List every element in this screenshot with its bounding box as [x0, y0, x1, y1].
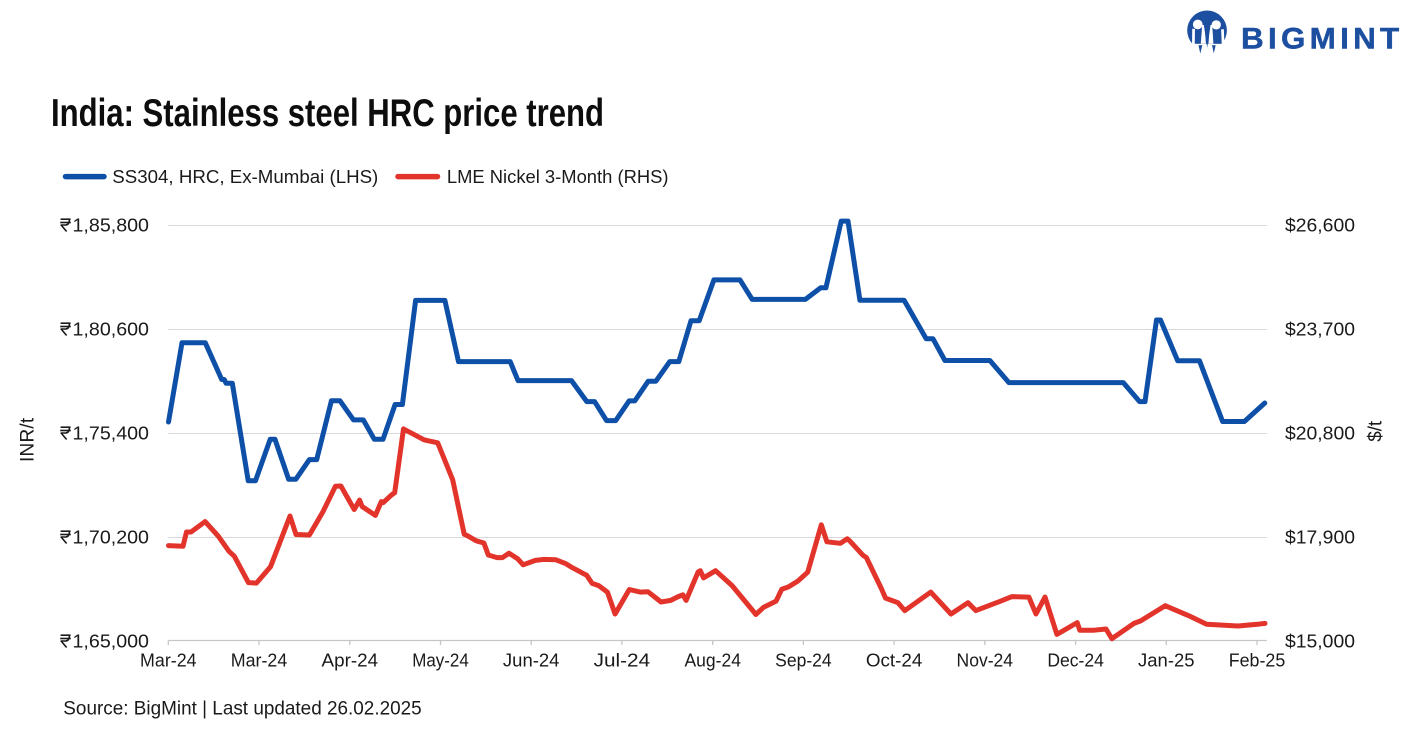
svg-text:LME Nickel 3-Month (RHS): LME Nickel 3-Month (RHS) [447, 167, 669, 187]
svg-text:$23,700: $23,700 [1285, 319, 1355, 339]
svg-text:1,65,000: 1,65,000 [73, 631, 150, 651]
svg-text:Sep-24: Sep-24 [775, 651, 832, 671]
svg-text:1,80,600: 1,80,600 [73, 319, 150, 339]
svg-text:INR/t: INR/t [18, 417, 39, 462]
svg-text:1,85,800: 1,85,800 [73, 215, 150, 235]
svg-text:Mar-24: Mar-24 [140, 651, 197, 671]
svg-text:Dec-24: Dec-24 [1047, 651, 1104, 671]
svg-text:Aug-24: Aug-24 [684, 651, 741, 671]
svg-text:Nov-24: Nov-24 [957, 651, 1014, 671]
svg-text:Mar-24: Mar-24 [231, 651, 288, 671]
svg-text:1,70,200: 1,70,200 [73, 527, 150, 547]
svg-text:SS304, HRC, Ex-Mumbai (LHS): SS304, HRC, Ex-Mumbai (LHS) [112, 167, 378, 187]
svg-text:Jun-24: Jun-24 [503, 651, 560, 671]
svg-text:$20,800: $20,800 [1285, 423, 1355, 443]
svg-text:1,75,400: 1,75,400 [73, 423, 150, 443]
svg-text:$26,600: $26,600 [1285, 215, 1355, 235]
svg-text:$/t: $/t [1365, 420, 1386, 442]
svg-text:$17,900: $17,900 [1285, 527, 1355, 547]
svg-text:India: Stainless steel HRC pri: India: Stainless steel HRC price trend [51, 92, 604, 135]
svg-text:Apr-24: Apr-24 [322, 651, 379, 671]
svg-text:Feb-25: Feb-25 [1229, 651, 1286, 671]
svg-text:Oct-24: Oct-24 [866, 651, 923, 671]
svg-text:May-24: May-24 [412, 651, 469, 671]
svg-text:Jul-24: Jul-24 [594, 651, 651, 671]
svg-text:Jan-25: Jan-25 [1138, 651, 1195, 671]
svg-text:BIGMINT: BIGMINT [1241, 23, 1404, 56]
svg-text:Source: BigMint | Last updated: Source: BigMint | Last updated 26.02.202… [63, 698, 422, 720]
svg-text:$15,000: $15,000 [1285, 631, 1355, 651]
